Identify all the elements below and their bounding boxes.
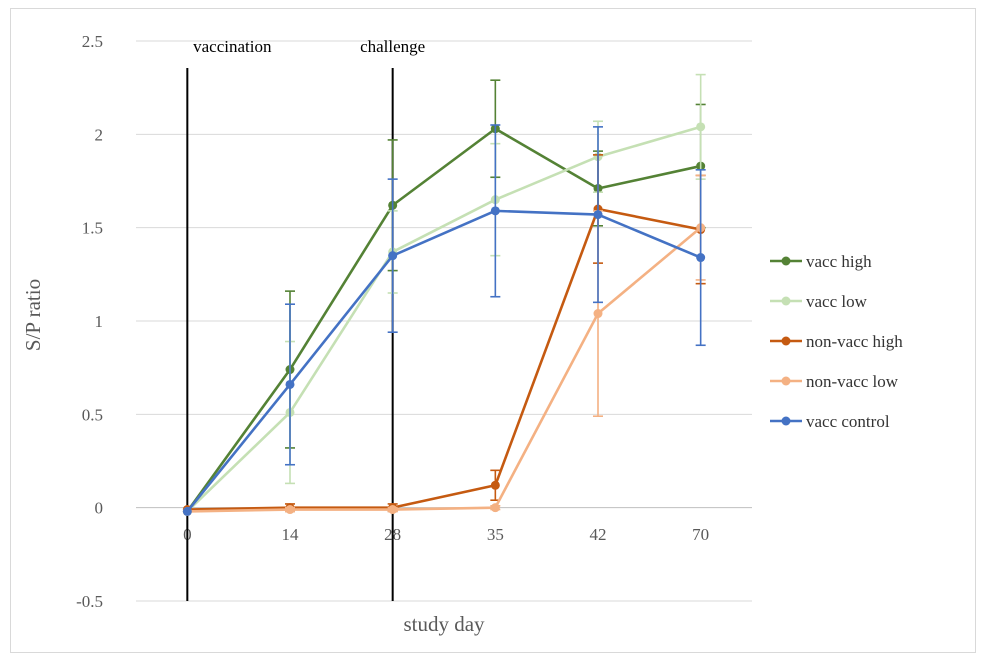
y-tick-label: 2.5 (82, 32, 103, 51)
x-tick-label: 42 (590, 525, 607, 544)
legend-marker (782, 257, 791, 266)
data-point (696, 122, 705, 131)
series-line (187, 211, 700, 512)
legend-label: vacc control (806, 412, 890, 431)
data-point (388, 505, 397, 514)
legend-marker (782, 337, 791, 346)
series-line (187, 228, 700, 512)
y-tick-label: -0.5 (76, 592, 103, 611)
data-point (286, 505, 295, 514)
series-line (187, 127, 700, 512)
data-point (491, 481, 500, 490)
x-tick-label: 14 (282, 525, 300, 544)
annotation-label: challenge (360, 37, 425, 56)
legend-label: non-vacc low (806, 372, 899, 391)
y-tick-label: 2 (95, 125, 104, 144)
legend-marker (782, 377, 791, 386)
x-tick-label: 35 (487, 525, 504, 544)
annotation-label: vaccination (193, 37, 272, 56)
x-axis-title: study day (403, 612, 485, 636)
data-point (183, 507, 192, 516)
y-axis-title: S/P ratio (21, 279, 45, 351)
data-point (491, 503, 500, 512)
legend-label: non-vacc high (806, 332, 903, 351)
legend-marker (782, 417, 791, 426)
data-point (594, 309, 603, 318)
y-tick-label: 0 (95, 499, 104, 518)
data-point (491, 206, 500, 215)
series-line (187, 209, 700, 510)
legend-marker (782, 297, 791, 306)
y-tick-label: 1 (95, 312, 104, 331)
y-tick-label: 0.5 (82, 405, 103, 424)
x-tick-label: 70 (692, 525, 709, 544)
data-point (286, 380, 295, 389)
data-point (388, 251, 397, 260)
data-point (696, 253, 705, 262)
legend-label: vacc high (806, 252, 872, 271)
series-line (187, 129, 700, 512)
legend-label: vacc low (806, 292, 868, 311)
data-point (594, 210, 603, 219)
y-tick-label: 1.5 (82, 219, 103, 238)
